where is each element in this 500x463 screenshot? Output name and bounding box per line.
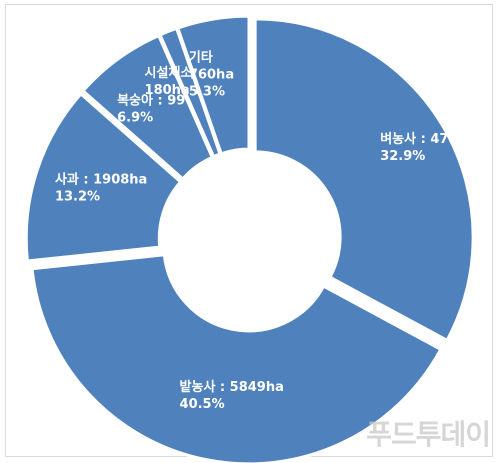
slice-벼농사 — [253, 17, 475, 343]
slice-label-벼농사: 벼농사 : 4747ha 32.9% — [380, 131, 484, 164]
slice-기타 — [175, 14, 251, 156]
slice-label-기타: 기타 760ha 5.3% — [189, 50, 234, 100]
slice-label-밭농사: 밭농사 : 5849ha 40.5% — [180, 379, 284, 412]
slice-밭농사 — [30, 253, 443, 463]
slice-label-사과: 사과 : 1908ha 13.2% — [55, 172, 147, 205]
slice-label-복숭아: 복숭아 : 990ha 6.9% — [117, 92, 212, 125]
watermark: 푸드투데이 — [366, 418, 491, 451]
slice-복숭아 — [80, 33, 215, 182]
slice-사과 — [24, 91, 183, 263]
